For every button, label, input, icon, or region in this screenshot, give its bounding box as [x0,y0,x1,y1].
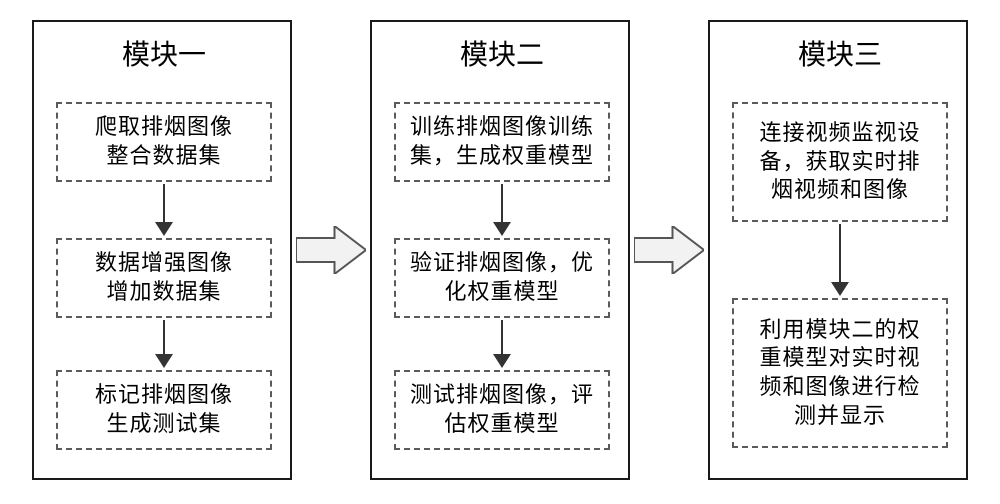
module-connector-arrow [296,226,366,274]
m3-s1-label: 连接视频监视设 备，获取实时排 烟视频和图像 [759,119,920,205]
m3-s2: 利用模块二的权 重模型对实时视 频和图像进行检 测并显示 [732,298,948,448]
module-3-title: 模块三 [710,36,970,76]
module-connector-arrow [634,226,704,274]
module-1: 模块一爬取排烟图像 整合数据集数据增强图像 增加数据集标记排烟图像 生成测试集 [32,20,292,480]
m3-s2-label: 利用模块二的权 重模型对实时视 频和图像进行检 测并显示 [759,316,920,430]
m2-s2: 验证排烟图像，优 化权重模型 [394,238,610,318]
m2-s3-label: 测试排烟图像，评 估权重模型 [410,381,594,438]
m2-s1: 训练排烟图像训练 集，生成权重模型 [394,102,610,182]
module-3: 模块三连接视频监视设 备，获取实时排 烟视频和图像利用模块二的权 重模型对实时视… [708,20,968,480]
m2-s2-label: 验证排烟图像，优 化权重模型 [410,249,594,306]
m2-s1-label: 训练排烟图像训练 集，生成权重模型 [410,113,594,170]
module-2: 模块二训练排烟图像训练 集，生成权重模型验证排烟图像，优 化权重模型测试排烟图像… [370,20,630,480]
diagram-canvas: 模块一爬取排烟图像 整合数据集数据增强图像 增加数据集标记排烟图像 生成测试集模… [0,0,1000,504]
m1-s1: 爬取排烟图像 整合数据集 [56,102,272,182]
m1-s3-label: 标记排烟图像 生成测试集 [95,381,233,438]
m2-s3: 测试排烟图像，评 估权重模型 [394,370,610,450]
m1-s2-label: 数据增强图像 增加数据集 [95,249,233,306]
module-2-title: 模块二 [372,36,632,76]
m1-s1-label: 爬取排烟图像 整合数据集 [95,113,233,170]
m1-s2: 数据增强图像 增加数据集 [56,238,272,318]
m1-s3: 标记排烟图像 生成测试集 [56,370,272,450]
m3-s1: 连接视频监视设 备，获取实时排 烟视频和图像 [732,102,948,222]
module-1-title: 模块一 [34,36,294,76]
